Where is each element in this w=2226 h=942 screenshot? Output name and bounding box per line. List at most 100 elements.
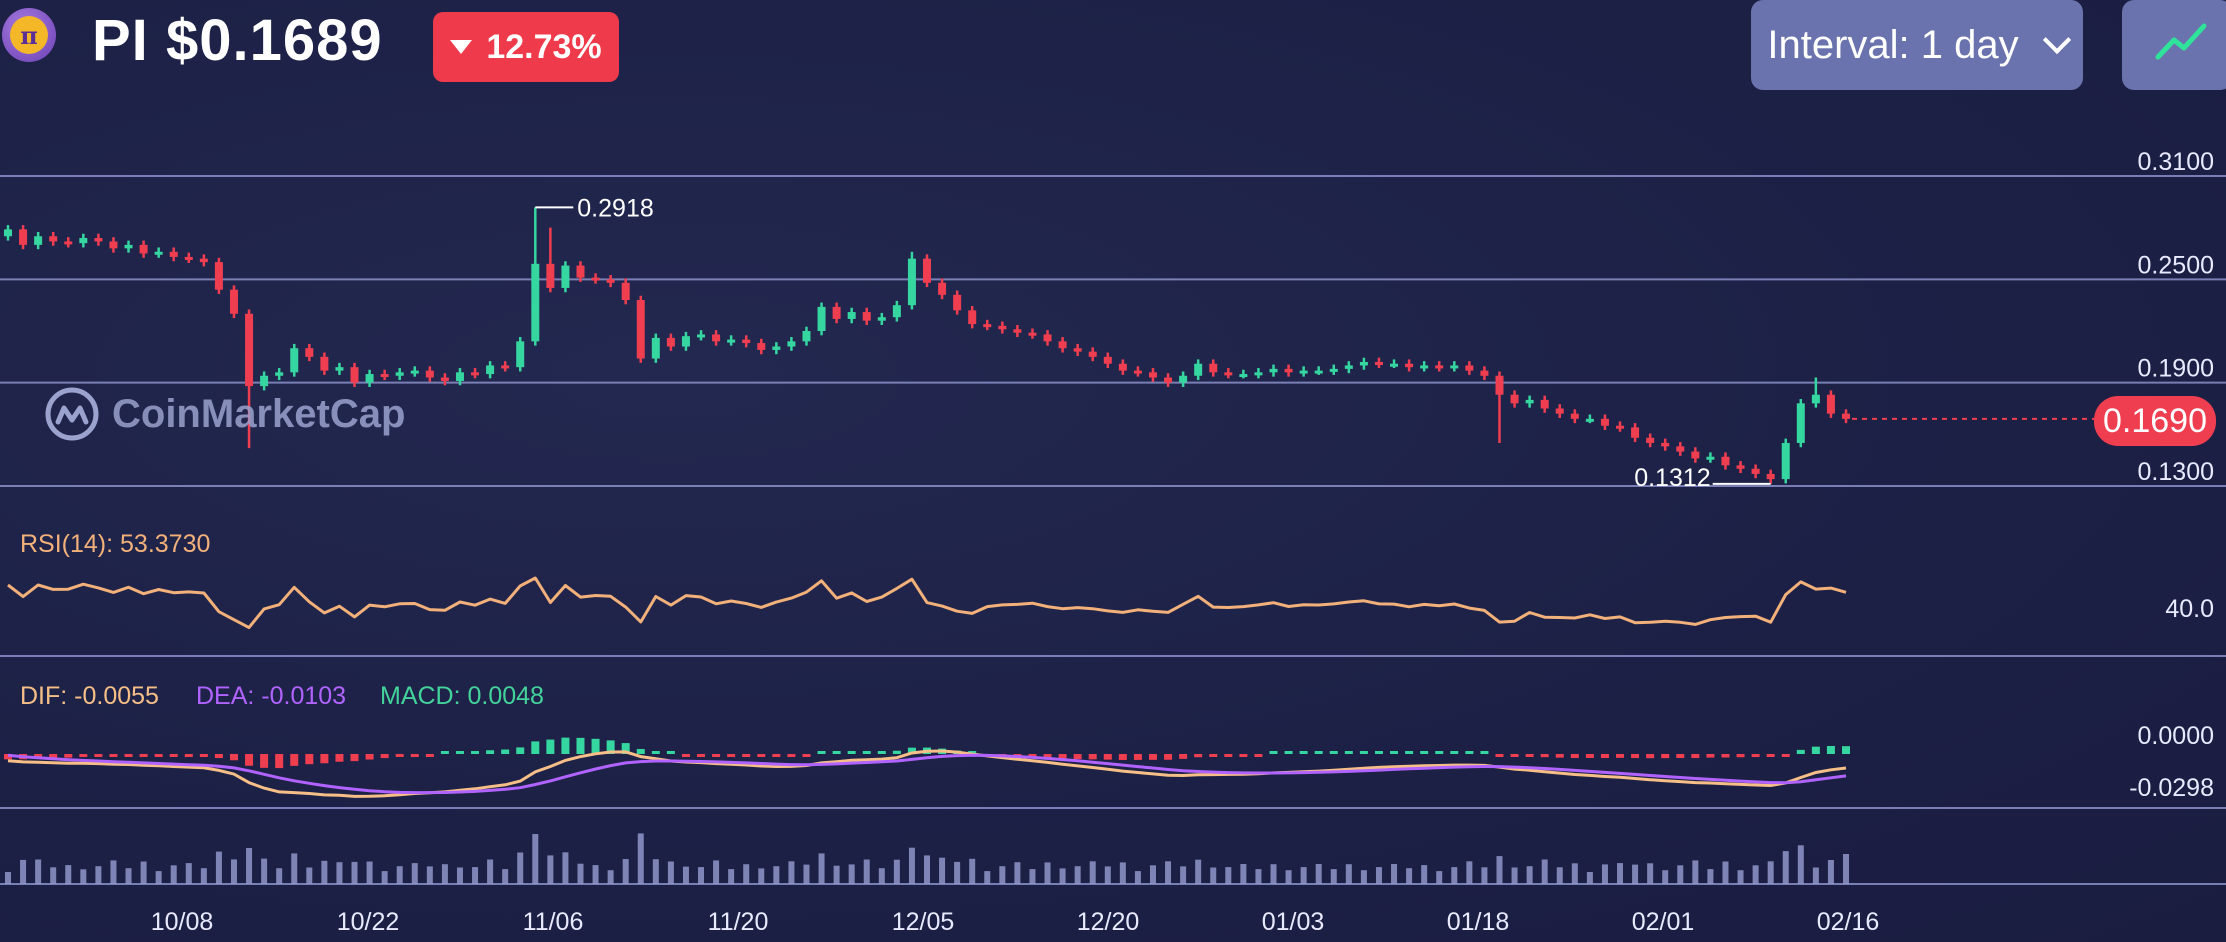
candle-body	[455, 372, 464, 381]
candle-body	[365, 374, 374, 383]
rsi-line	[7, 576, 1847, 630]
candle-body	[19, 229, 28, 245]
candle-body	[320, 356, 329, 371]
volume-bar	[1526, 866, 1533, 884]
macd-histogram-bar	[1435, 751, 1444, 754]
macd-histogram-bar	[666, 751, 675, 754]
volume-bar	[698, 867, 705, 884]
coinmarketcap-watermark: CoinMarketCap	[44, 386, 405, 442]
macd-histogram-bar	[34, 754, 43, 759]
volume-bar	[1315, 864, 1322, 884]
volume-bar	[984, 871, 991, 884]
candle-body	[636, 300, 645, 359]
macd-histogram-bar	[1766, 754, 1775, 757]
volume-bar	[306, 867, 313, 884]
volume-bar	[547, 855, 554, 884]
macd-histogram-bar	[440, 751, 449, 754]
candle-body	[1585, 418, 1594, 422]
dea-label: DEA: -0.0103	[196, 682, 347, 710]
macd-histogram-bar	[410, 754, 419, 757]
macd-histogram-bar	[184, 754, 193, 757]
candle-body	[1209, 363, 1218, 373]
candle-body	[727, 339, 736, 343]
volume-bar	[1571, 863, 1578, 884]
volume-bar	[773, 866, 780, 884]
volume-bar	[1300, 867, 1307, 884]
rsi-tick-label: 40.0	[2165, 595, 2214, 623]
macd-histogram-bar	[1284, 751, 1293, 754]
candle-body	[697, 334, 706, 338]
chart-type-button[interactable]	[2122, 0, 2226, 90]
volume-bar	[1767, 861, 1774, 884]
macd-histogram-bar	[1811, 746, 1820, 754]
volume-bar	[170, 865, 177, 884]
macd-histogram-bar	[1796, 749, 1805, 754]
macd-histogram-bar	[757, 754, 766, 757]
interval-label: Interval: 1 day	[1767, 22, 2019, 67]
macd-histogram-bar	[561, 737, 570, 754]
candle-body	[1842, 413, 1850, 419]
candle-body	[79, 238, 88, 244]
candle-body	[1706, 456, 1715, 460]
candle-body	[350, 367, 359, 383]
macd-histogram-bar	[154, 754, 163, 757]
macd-histogram-bar	[1661, 754, 1670, 759]
dea-line	[7, 753, 1847, 795]
macd-histogram-bar	[1510, 754, 1519, 757]
volume-bar	[682, 866, 689, 884]
candle-body	[1510, 394, 1519, 404]
candle-body	[772, 346, 781, 350]
candle-body	[1374, 362, 1383, 365]
page-title: PI $0.1689	[92, 10, 383, 72]
macd-histogram-bar	[1028, 754, 1037, 758]
volume-bar	[562, 852, 569, 884]
volume-bar	[1843, 854, 1849, 884]
last-price-badge: 0.1690	[2094, 396, 2216, 446]
candle-body	[260, 375, 269, 387]
candle-body	[531, 263, 540, 342]
candle-body	[34, 236, 43, 245]
candle-body	[546, 263, 555, 288]
macd-histogram-bar	[1179, 754, 1188, 759]
macd-histogram-bar	[214, 754, 223, 759]
macd-histogram-bar	[1781, 754, 1790, 757]
macd-histogram-bar	[892, 750, 901, 754]
macd-histogram-bar	[1676, 754, 1685, 759]
candle-body	[440, 377, 449, 381]
interval-dropdown[interactable]: Interval: 1 day	[1751, 0, 2083, 90]
volume-bar	[743, 864, 750, 884]
candle-body	[1826, 394, 1835, 414]
volume-bar	[1737, 870, 1744, 884]
candle-body	[1344, 365, 1353, 369]
candle-body	[486, 365, 495, 375]
candle-body	[1088, 351, 1097, 357]
volume-bar	[652, 859, 659, 884]
volume-bar	[1782, 851, 1789, 884]
candle-body	[1450, 365, 1459, 369]
macd-histogram-bar	[1133, 754, 1142, 760]
macd-histogram-bar	[1164, 754, 1173, 760]
macd-label: MACD: 0.0048	[380, 682, 544, 710]
chevron-down-icon	[2042, 25, 2071, 55]
candle-body	[1721, 456, 1730, 466]
macd-histogram-bar	[1359, 751, 1368, 754]
macd-histogram-bar	[320, 754, 329, 764]
macd-histogram-bar	[64, 754, 73, 758]
candle-body	[1299, 370, 1308, 374]
volume-bar	[1752, 865, 1759, 884]
candle-body	[1405, 363, 1414, 368]
volume-bar	[1466, 861, 1473, 884]
macd-histogram-bar	[395, 754, 404, 757]
candle-body	[64, 241, 73, 245]
candle-body	[1073, 348, 1082, 352]
candle-body	[757, 343, 766, 350]
candle-body	[953, 294, 962, 311]
candle-body	[275, 372, 284, 376]
macd-histogram-bar	[817, 751, 826, 754]
price-y-tick-label: 0.3100	[2138, 148, 2214, 176]
macd-histogram-bar	[1058, 754, 1067, 759]
volume-bar	[502, 869, 509, 884]
candle-body	[576, 265, 585, 278]
